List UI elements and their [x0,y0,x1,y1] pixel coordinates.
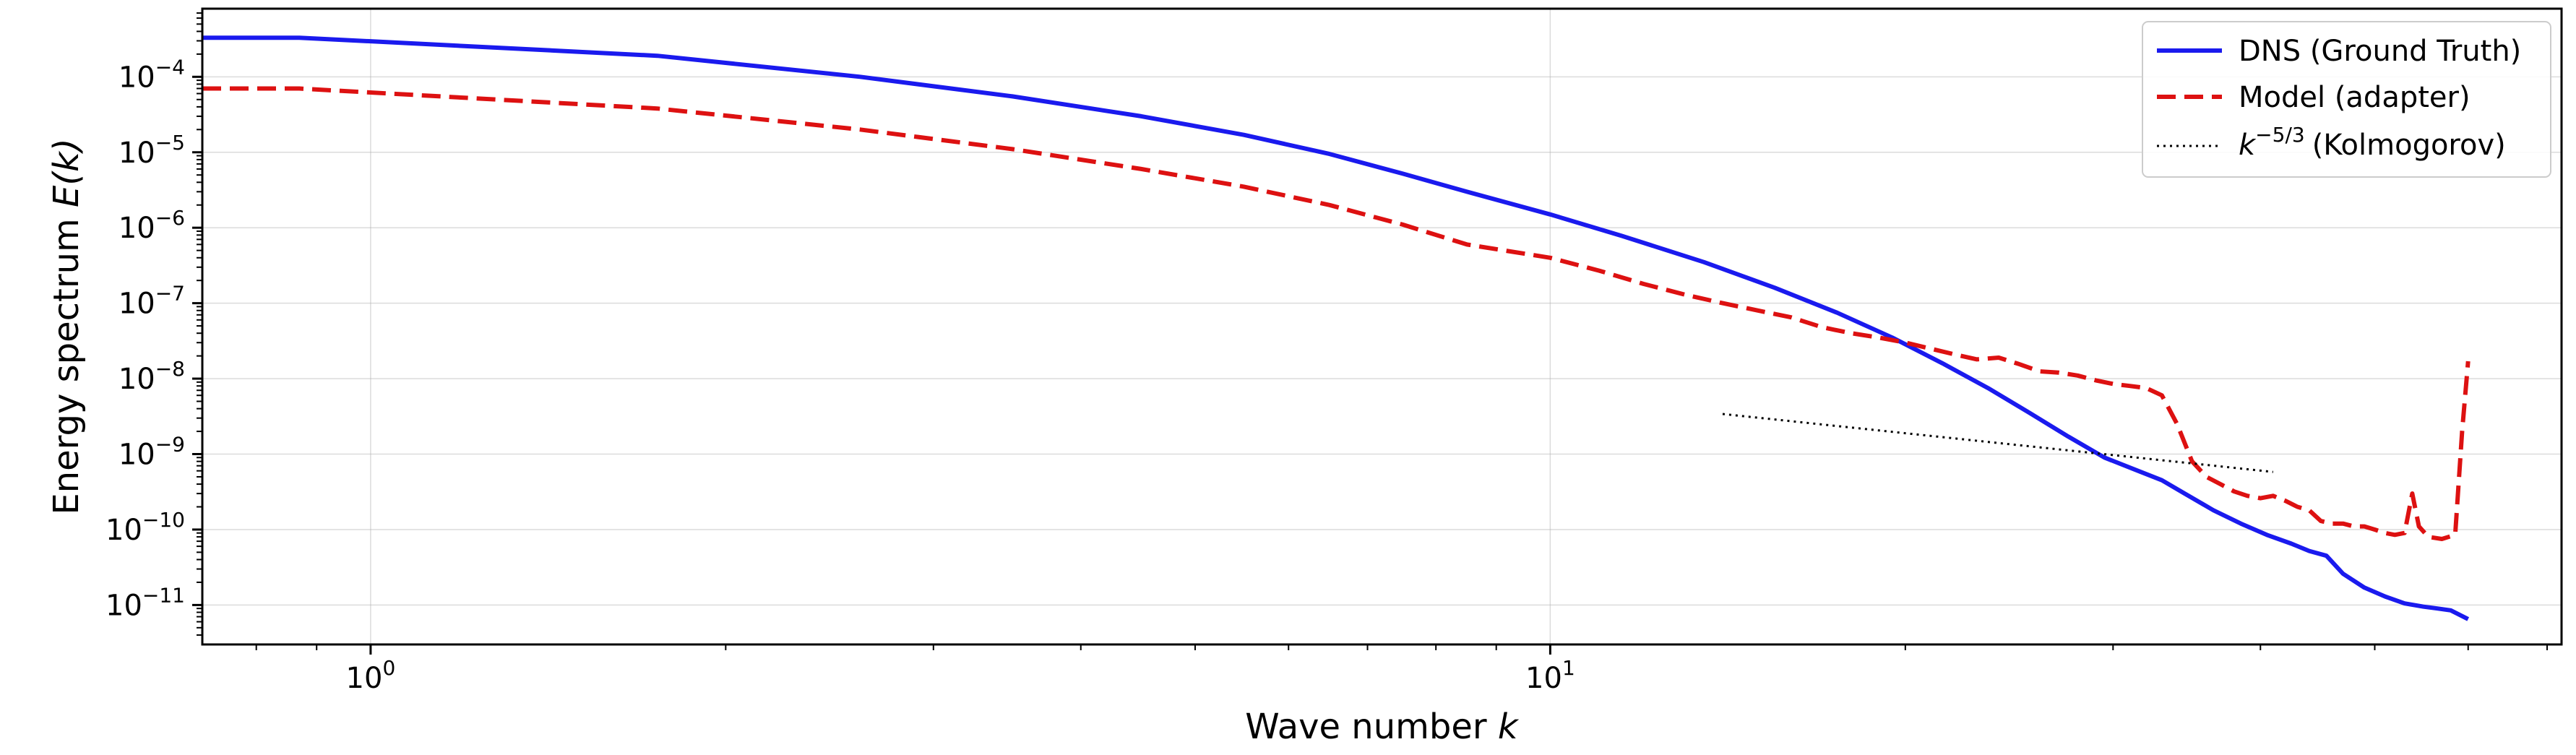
series-line-dns [202,35,2470,621]
y-tick-label: 10−6 [119,206,185,245]
y-tick-label: 10−10 [105,508,185,547]
y-tick-label: 10−9 [119,433,185,472]
x-axis-label: Wave number k [1245,707,1520,747]
axis-ticks: 100 101 10−11 10−10 10−9 10−8 10−7 10−6 10−5 10−4 [105,12,2549,695]
y-tick-label: 10−8 [119,357,185,396]
y-axis-label: Energy spectrum E(k) [46,138,87,514]
legend: DNS (Ground Truth) Model (adapter) k−5/3… [2142,21,2551,178]
legend-box [2142,21,2551,178]
legend-label-model: Model (adapter) [2239,81,2471,114]
y-tick-label: 10−11 [105,583,185,622]
legend-label-dns: DNS (Ground Truth) [2239,35,2521,68]
series-line-kolmogorov [1722,413,2273,473]
y-tick-label: 10−5 [119,131,185,170]
series-line-model [202,86,2471,541]
series-lines [202,35,2471,621]
y-tick-label: 10−4 [119,55,185,94]
x-tick-label: 100 [346,656,396,695]
y-tick-label: 10−7 [119,282,185,321]
x-tick-label: 101 [1525,656,1575,695]
legend-label-kolmogorov: k−5/3 (Kolmogorov) [2239,123,2506,162]
